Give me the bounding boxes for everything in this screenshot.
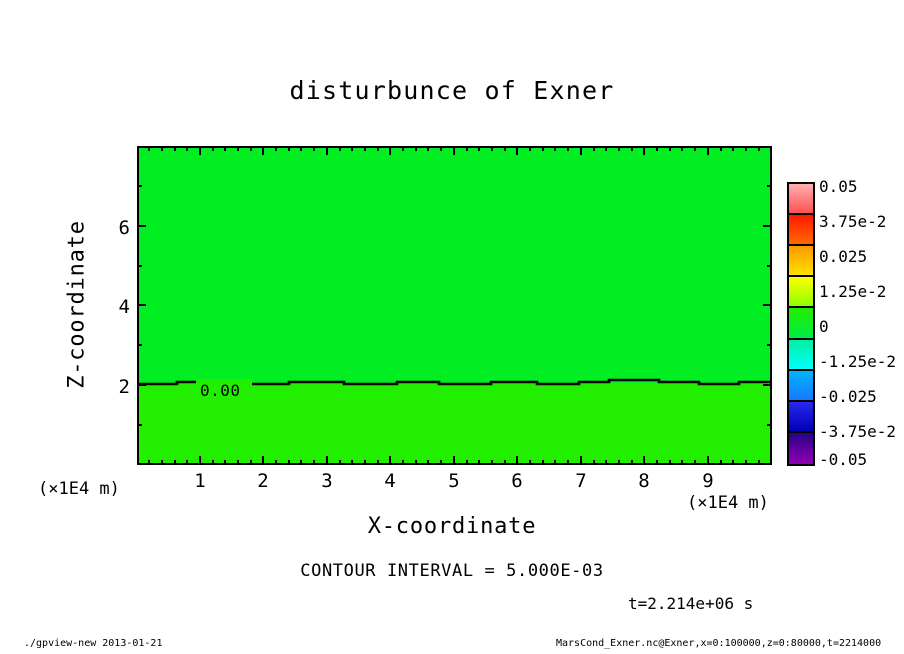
y-tick-label-6: 6 bbox=[118, 217, 130, 239]
x-tick-label-6: 6 bbox=[511, 470, 523, 492]
field-region-above-contour bbox=[139, 148, 770, 383]
x-units-right: (×1E4 m) bbox=[687, 493, 769, 513]
contour-label-backdrop bbox=[196, 379, 252, 401]
colorbar-segment-1 bbox=[789, 215, 813, 247]
x-tick-label-3: 3 bbox=[321, 470, 333, 492]
colorbar-tick-label-5: -1.25e-2 bbox=[819, 352, 897, 371]
y-tick-label-2: 2 bbox=[118, 376, 130, 398]
colorbar-tick-label-0: 0.05 bbox=[819, 177, 858, 196]
colorbar-tick-label-6: -0.025 bbox=[819, 387, 877, 406]
colorbar-tick-label-3: 1.25e-2 bbox=[819, 282, 887, 301]
colorbar-segment-8 bbox=[789, 432, 813, 464]
colorbar-tick-label-7: -3.75e-2 bbox=[819, 422, 897, 441]
x-tick-label-2: 2 bbox=[257, 470, 269, 492]
colorbar-segment-3 bbox=[789, 277, 813, 309]
y-axis-title: Z-coordinate bbox=[64, 220, 90, 389]
colorbar-segment-4 bbox=[789, 308, 813, 340]
y-tick-label-4: 4 bbox=[118, 296, 130, 318]
x-tick-label-9: 9 bbox=[702, 470, 714, 492]
footer-tool-info: ./gpview-new 2013-01-21 bbox=[24, 638, 163, 649]
x-axis-title: X-coordinate bbox=[367, 514, 537, 539]
time-annotation: t=2.214e+06 s bbox=[628, 594, 754, 613]
x-tick-label-8: 8 bbox=[638, 470, 650, 492]
colorbar-segment-6 bbox=[789, 370, 813, 402]
colorbar-tick-label-2: 0.025 bbox=[819, 247, 868, 266]
colorbar-segment-7 bbox=[789, 401, 813, 433]
colorbar-segment-5 bbox=[789, 339, 813, 371]
x-tick-label-4: 4 bbox=[384, 470, 396, 492]
x-tick-label-7: 7 bbox=[575, 470, 587, 492]
colorbar-tick-label-1: 3.75e-2 bbox=[819, 212, 887, 231]
colorbar-segment-0 bbox=[789, 184, 813, 216]
page-title: disturbunce of Exner bbox=[289, 76, 615, 105]
x-units-left: (×1E4 m) bbox=[38, 479, 120, 499]
colorbar-tick-label-8: -0.05 bbox=[819, 450, 868, 469]
colorbar-segment-2 bbox=[789, 246, 813, 278]
footer-source-info: MarsCond_Exner.nc@Exner,x=0:100000,z=0:8… bbox=[556, 638, 882, 649]
plot-area bbox=[137, 146, 772, 465]
contour-interval-note: CONTOUR INTERVAL = 5.000E-03 bbox=[300, 561, 604, 581]
contour-line-zero bbox=[139, 378, 770, 386]
x-tick-label-1: 1 bbox=[194, 470, 206, 492]
contour-label: 0.00 bbox=[200, 381, 241, 400]
colorbar[interactable] bbox=[787, 182, 815, 466]
colorbar-tick-label-4: 0 bbox=[819, 317, 829, 336]
x-tick-label-5: 5 bbox=[448, 470, 460, 492]
